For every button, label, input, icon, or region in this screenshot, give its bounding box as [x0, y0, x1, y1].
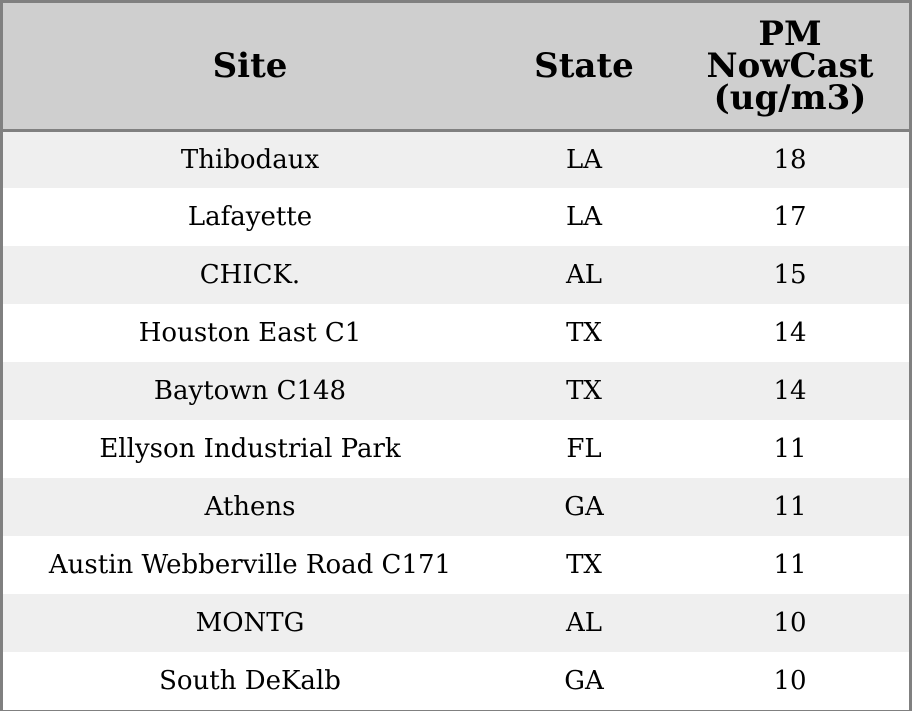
pm-nowcast-cell: 10	[671, 594, 909, 652]
table-row: CHICK. AL 15	[3, 246, 909, 304]
pm-nowcast-cell: 11	[671, 536, 909, 594]
table-row: MONTG AL 10	[3, 594, 909, 652]
state-cell: LA	[497, 188, 671, 246]
column-header-pm-line-1: PM	[758, 13, 822, 54]
header-row: Site State PM NowCast (ug/m3)	[3, 3, 909, 132]
column-header-state: State	[497, 3, 671, 132]
table-row: South DeKalb GA 10	[3, 652, 909, 710]
state-cell: TX	[497, 536, 671, 594]
state-cell: FL	[497, 420, 671, 478]
state-cell: AL	[497, 246, 671, 304]
pm-nowcast-cell: 18	[671, 130, 909, 188]
site-cell: Thibodaux	[3, 130, 497, 188]
column-header-pm: PM NowCast (ug/m3)	[671, 3, 909, 132]
site-cell: Ellyson Industrial Park	[3, 420, 497, 478]
pm-nowcast-cell: 10	[671, 652, 909, 710]
state-cell: LA	[497, 130, 671, 188]
state-cell: TX	[497, 362, 671, 420]
pm-nowcast-cell: 17	[671, 188, 909, 246]
table-row: Ellyson Industrial Park FL 11	[3, 420, 909, 478]
pm-nowcast-cell: 11	[671, 478, 909, 536]
state-cell: GA	[497, 478, 671, 536]
pm-nowcast-cell: 14	[671, 304, 909, 362]
site-cell: Baytown C148	[3, 362, 497, 420]
state-cell: GA	[497, 652, 671, 710]
table-row: Thibodaux LA 18	[3, 130, 909, 188]
pm-nowcast-table: Site State PM NowCast (ug/m3) Thibodaux L…	[3, 3, 909, 710]
site-cell: Austin Webberville Road C171	[3, 536, 497, 594]
site-cell: South DeKalb	[3, 652, 497, 710]
site-cell: CHICK.	[3, 246, 497, 304]
state-cell: TX	[497, 304, 671, 362]
state-cell: AL	[497, 594, 671, 652]
site-cell: MONTG	[3, 594, 497, 652]
table-header: Site State PM NowCast (ug/m3)	[3, 3, 909, 132]
pm-nowcast-cell: 14	[671, 362, 909, 420]
column-header-site: Site	[3, 3, 497, 132]
column-header-site-label: Site	[212, 45, 288, 86]
pm-nowcast-cell: 11	[671, 420, 909, 478]
column-header-pm-line-3: (ug/m3)	[713, 77, 867, 118]
column-header-pm-line-2: NowCast	[706, 45, 874, 86]
table-row: Houston East C1 TX 14	[3, 304, 909, 362]
site-cell: Houston East C1	[3, 304, 497, 362]
table-row: Athens GA 11	[3, 478, 909, 536]
table-body: Thibodaux LA 18 Lafayette LA 17 CHICK. AL 15 Hous…	[3, 130, 909, 710]
table-row: Lafayette LA 17	[3, 188, 909, 246]
site-cell: Athens	[3, 478, 497, 536]
site-cell: Lafayette	[3, 188, 497, 246]
column-header-state-label: State	[534, 45, 634, 86]
pm-nowcast-cell: 15	[671, 246, 909, 304]
table-row: Austin Webberville Road C171 TX 11	[3, 536, 909, 594]
table-row: Baytown C148 TX 14	[3, 362, 909, 420]
